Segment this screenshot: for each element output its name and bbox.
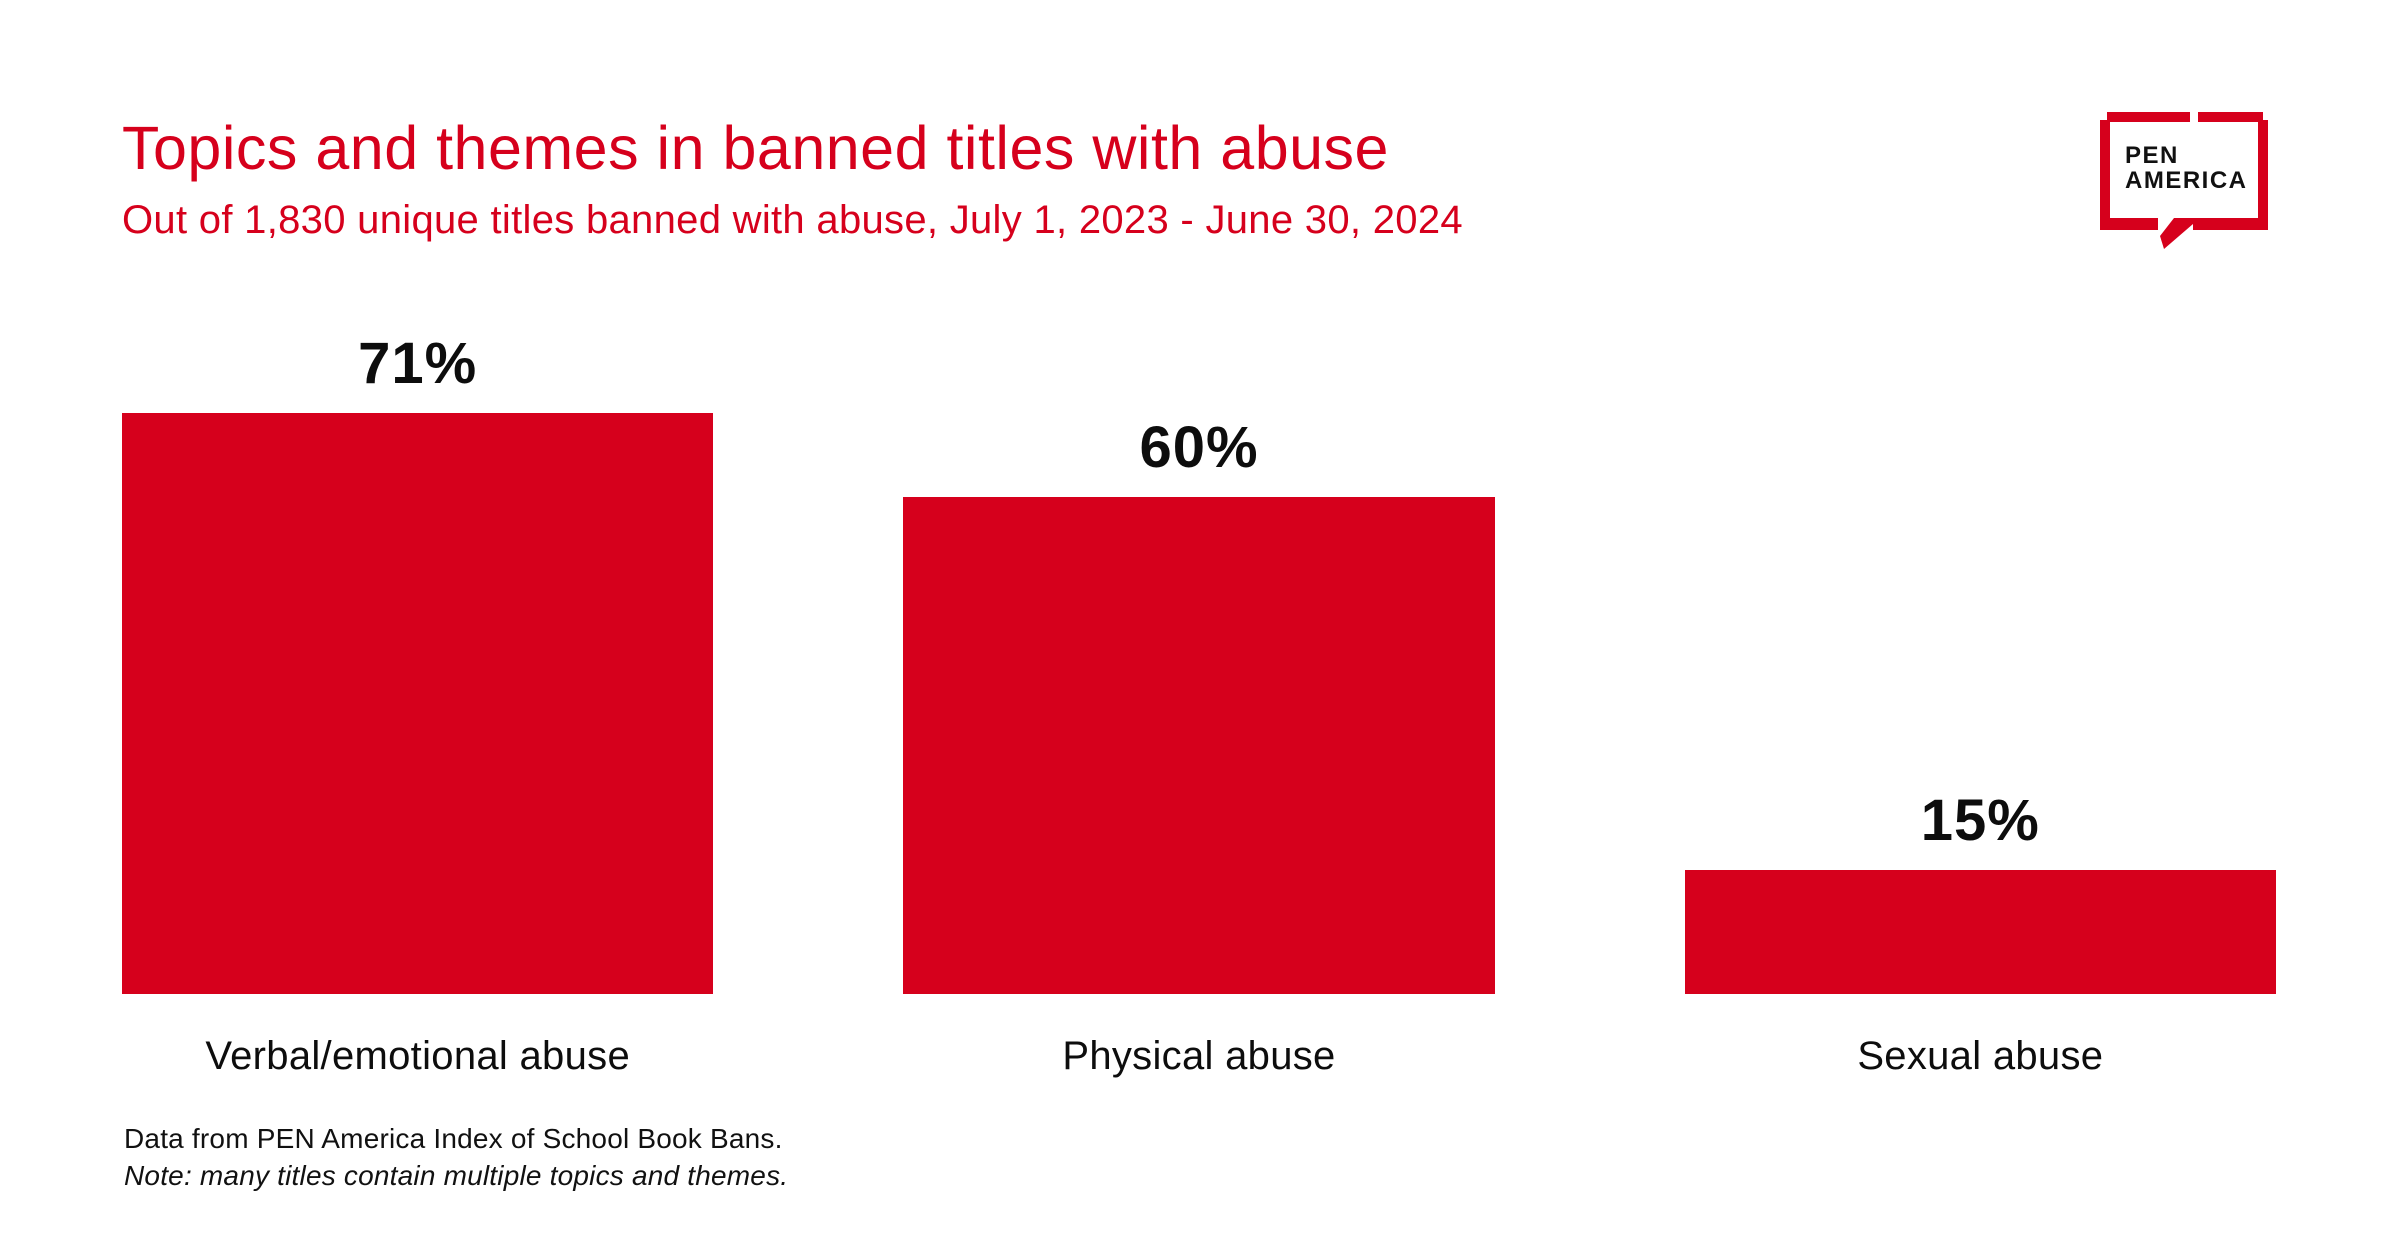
page-title: Topics and themes in banned titles with … — [122, 114, 1389, 182]
pen-america-logo: PEN AMERICA — [2100, 112, 2268, 250]
data-source-note: Data from PEN America Index of School Bo… — [124, 1123, 783, 1154]
footnotes: Data from PEN America Index of School Bo… — [124, 1120, 788, 1194]
bar-column-verbal-emotional-abuse: 71% — [122, 330, 714, 994]
bar-sexual-abuse — [1684, 870, 2276, 994]
category-label-sexual-abuse: Sexual abuse — [1857, 1034, 2104, 1078]
bar-value-label: 71% — [358, 331, 478, 396]
logo-line-america: AMERICA — [2125, 167, 2248, 194]
bar-verbal-emotional-abuse — [122, 413, 714, 994]
page-subtitle: Out of 1,830 unique titles banned with a… — [122, 198, 1463, 242]
bar-value-label: 15% — [1920, 788, 2040, 853]
bar-value-label: 60% — [1139, 415, 1259, 480]
speech-bubble-book-icon — [2100, 112, 2268, 249]
bar-column-sexual-abuse: 15% — [1684, 330, 2276, 994]
category-labels-row: Verbal/emotional abuse Physical abuse Se… — [122, 1034, 2276, 1079]
bar-column-physical-abuse: 60% — [903, 330, 1495, 994]
category-label-verbal-emotional-abuse: Verbal/emotional abuse — [205, 1034, 630, 1078]
bar-chart: 71% 60% 15% — [122, 330, 2276, 994]
logo-wordmark: PEN AMERICA — [2125, 143, 2248, 193]
bar-physical-abuse — [903, 497, 1495, 994]
category-label-physical-abuse: Physical abuse — [1062, 1034, 1336, 1078]
methodology-note: Note: many titles contain multiple topic… — [124, 1160, 789, 1191]
logo-line-pen: PEN — [2125, 142, 2179, 169]
